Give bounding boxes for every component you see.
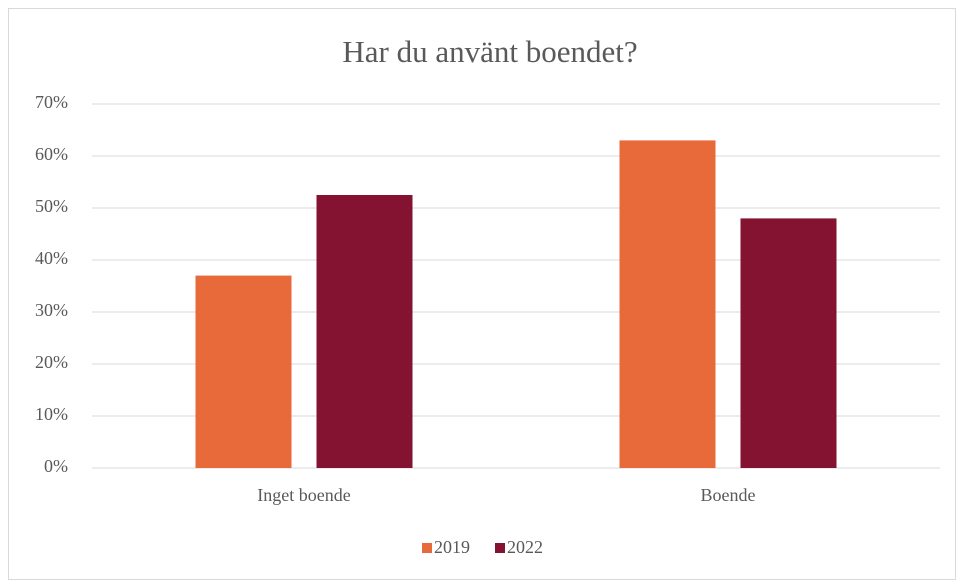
chart-title: Har du använt boendet? [342,34,637,69]
bar [316,195,413,468]
y-tick-label: 0% [44,456,68,476]
bar [619,140,716,468]
y-tick-label: 60% [35,144,68,164]
bar [195,275,292,468]
legend-swatch [422,543,432,553]
legend-swatch [495,543,505,553]
y-tick-label: 70% [35,92,68,112]
y-tick-label: 20% [35,352,68,372]
y-tick-label: 40% [35,248,68,268]
y-tick-label: 30% [35,300,68,320]
y-tick-label: 50% [35,196,68,216]
legend-label: 2019 [434,537,470,557]
legend-label: 2022 [507,537,543,557]
y-tick-label: 10% [35,404,68,424]
x-tick-label: Boende [701,485,756,505]
x-tick-label: Inget boende [257,485,350,505]
bar [740,218,837,468]
